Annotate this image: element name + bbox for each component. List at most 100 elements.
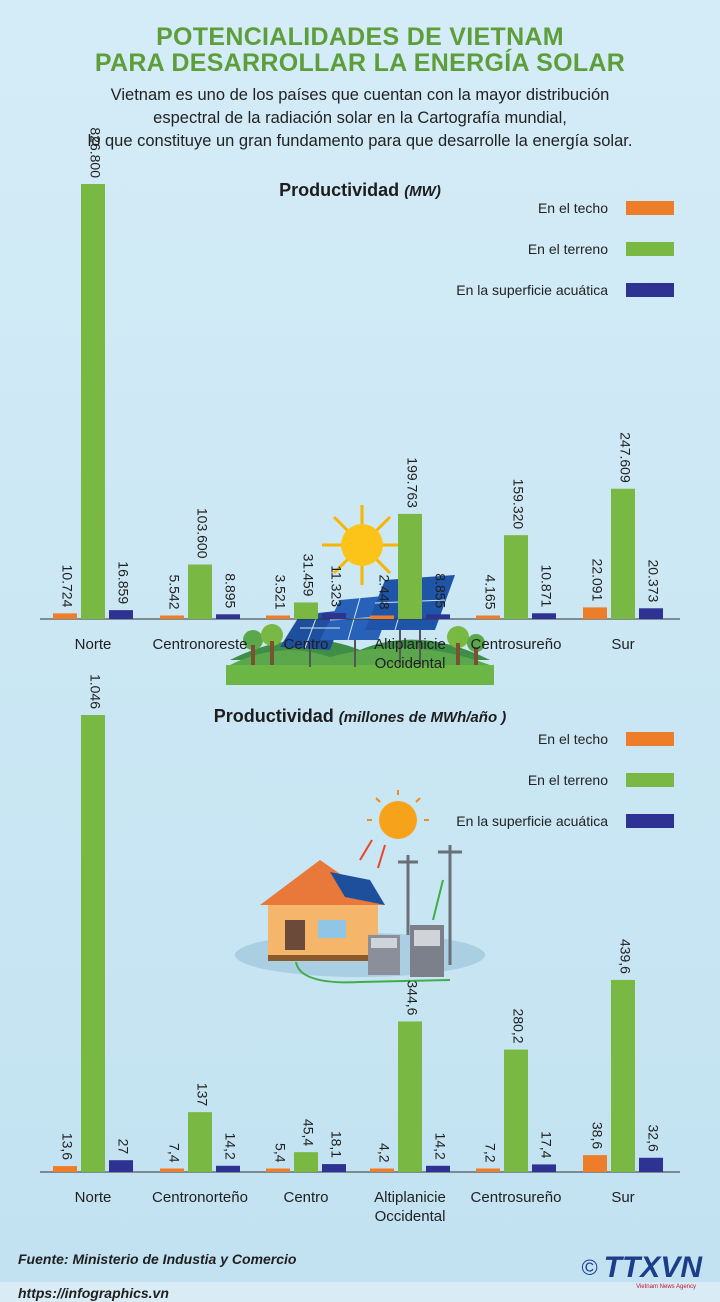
chart1-bar-techo <box>476 615 500 619</box>
chart1-data-label: 22.091 <box>589 559 605 602</box>
chart2-category-label: Altiplanicie <box>374 1189 446 1206</box>
intro-line2: espectral de la radiación solar en la Ca… <box>153 109 567 127</box>
chart1-legend-terreno: En el terreno <box>528 240 674 258</box>
chart1-legend-terreno-swatch <box>626 242 674 256</box>
chart2-category-label: Centronorteño <box>152 1189 248 1206</box>
chart1-legend-acuatica: En la superficie acuática <box>456 281 674 299</box>
chart1-legend-techo-swatch <box>626 201 674 215</box>
chart2-bar-techo <box>583 1155 607 1172</box>
chart2-bar-techo <box>266 1168 290 1172</box>
chart1-category-label: Centro <box>283 636 328 653</box>
chart2-category-label: Occidental <box>375 1208 446 1225</box>
chart1-data-label: 159.320 <box>510 479 526 530</box>
chart2-data-label: 38,6 <box>589 1122 605 1149</box>
source-url[interactable]: https://infographics.vn <box>18 1285 169 1301</box>
chart2-bar-techo <box>160 1168 184 1172</box>
chart2-legend-acuatica: En la superficie acuática <box>456 812 674 830</box>
chart1-plot: 10.724 826.800 16.859 Norte 5.542 103.600 8.89… <box>40 127 680 672</box>
energy-flow-arrows <box>295 879 451 984</box>
chart1-data-label: 826.800 <box>87 127 103 178</box>
chart1-bar-terreno <box>294 602 318 619</box>
chart2-data-label: 5,4 <box>272 1143 288 1163</box>
chart1-bar-terreno <box>81 184 105 619</box>
chart2-data-label: 14,2 <box>222 1133 238 1160</box>
logo-text: TTXVN <box>603 1251 702 1284</box>
chart2-bar-terreno <box>294 1152 318 1172</box>
chart1-bar-terreno <box>504 535 528 619</box>
sun-icon <box>359 790 429 869</box>
chart2-title-text: Productividad <box>213 706 334 726</box>
solar-house-illustration <box>235 790 485 984</box>
chart2-legend-techo-swatch <box>626 732 674 746</box>
source-note: Fuente: Ministerio de Industia y Comerci… <box>18 1251 297 1267</box>
intro-line3: lo que constituye un gran fundamento par… <box>87 132 633 150</box>
chart1-unit: (MW) <box>404 183 441 200</box>
chart1-bar-acuatica <box>426 614 450 619</box>
chart2-data-label: 32,6 <box>645 1125 661 1152</box>
chart1-title: Productividad (MW) <box>0 180 720 201</box>
chart2-data-label: 1.046 <box>87 674 103 709</box>
chart1-bar-acuatica <box>639 608 663 619</box>
chart1-category-label: Centronoreste <box>152 636 247 653</box>
chart2-legend-terreno-swatch <box>626 773 674 787</box>
chart2-unit: (millones de MWh/año ) <box>338 709 507 726</box>
logo-subtitle: Vietnam News Agency <box>636 1284 696 1290</box>
chart1-bar-terreno <box>611 488 635 619</box>
chart2-data-label: 45,4 <box>300 1119 316 1146</box>
chart2-category-label: Centro <box>283 1189 328 1206</box>
intro-text: Vietnam es uno de los países que cuentan… <box>40 84 680 153</box>
chart2-data-label: 14,2 <box>432 1133 448 1160</box>
chart2-legend-terreno: En el terreno <box>528 771 674 789</box>
chart2-data-label: 7,4 <box>166 1143 182 1163</box>
chart1-bar-acuatica <box>322 613 346 619</box>
chart2-legend-techo-label: En el techo <box>537 731 608 747</box>
chart1-data-label: 20.373 <box>645 559 661 602</box>
meter-icon <box>410 925 444 977</box>
chart1-bar-techo <box>370 615 394 619</box>
chart2-bar-terreno <box>611 979 635 1172</box>
solar-farm-illustration <box>226 505 494 685</box>
chart1-data-label: 16.859 <box>115 561 131 604</box>
chart1-bar-terreno <box>398 513 422 619</box>
chart2-category-label: Centrosureño <box>471 1189 562 1206</box>
chart1-data-label: 11.323 <box>328 565 344 607</box>
inverter-icon <box>368 935 400 975</box>
chart2-bar-acuatica <box>639 1157 663 1172</box>
chart2-bar-techo <box>370 1168 394 1172</box>
chart2-data-label: 439,6 <box>617 939 633 974</box>
chart1-legend-acuatica-label: En la superficie acuática <box>456 282 608 298</box>
chart1-legend-terreno-label: En el terreno <box>527 241 608 257</box>
main-title-line2: PARA DESARROLLAR LA ENERGÍA SOLAR <box>94 49 626 77</box>
chart2-bar-acuatica <box>532 1164 556 1172</box>
chart2-bar-acuatica <box>109 1160 133 1172</box>
chart2-data-label: 13,6 <box>59 1133 75 1160</box>
chart2-bar-techo <box>476 1168 500 1172</box>
chart1-bar-acuatica <box>216 614 240 619</box>
chart1-data-label: 31.459 <box>300 554 316 597</box>
chart1-data-label: 10.724 <box>59 565 75 608</box>
chart1-category-label: Norte <box>75 636 112 653</box>
chart1-category-label: Altiplanicie <box>374 636 446 653</box>
chart2-bar-terreno <box>398 1021 422 1172</box>
chart1-bar-acuatica <box>532 613 556 619</box>
tree-icon <box>243 624 485 665</box>
chart2-plot: 13,6 1.046 27 Norte 7,4 137 14,2 Centronorteño 5… <box>40 674 680 1225</box>
chart1-data-label: 5.542 <box>166 574 182 609</box>
chart1-bar-techo <box>266 615 290 619</box>
chart2-bar-terreno <box>504 1049 528 1172</box>
chart1-data-label: 2.448 <box>376 574 392 609</box>
chart2-bar-acuatica <box>426 1165 450 1172</box>
chart1-bar-acuatica <box>109 610 133 619</box>
chart1-legend-techo-label: En el techo <box>537 200 608 216</box>
chart2-data-label: 344,6 <box>404 980 420 1015</box>
chart1-category-label: Centrosureño <box>471 636 562 653</box>
chart2-bar-terreno <box>81 715 105 1172</box>
chart1-bar-terreno <box>188 564 212 619</box>
footer-bar <box>0 1282 720 1302</box>
chart2-bar-acuatica <box>216 1165 240 1172</box>
chart1-category-label: Sur <box>611 636 634 653</box>
sun-icon <box>322 505 402 585</box>
main-title-line1: POTENCIALIDADES DE VIETNAM <box>156 23 564 51</box>
chart1-data-label: 3.521 <box>272 574 288 609</box>
